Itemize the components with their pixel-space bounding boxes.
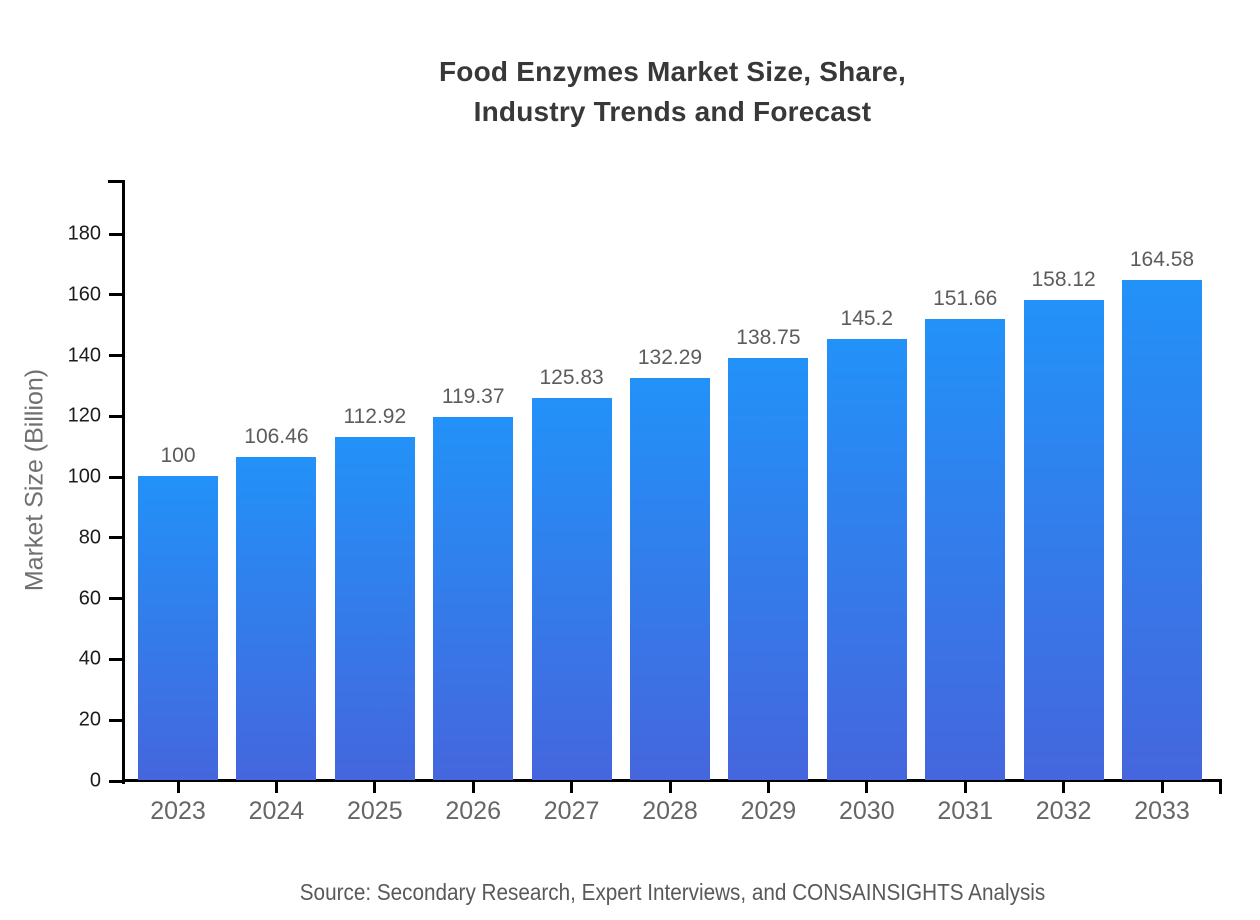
plot-area: 0 20 40 60 80 100 120 140 160 180 100 2023 106.46 202… — [68, 180, 1222, 825]
x-tick-label: 2032 — [1035, 797, 1092, 825]
x-tick-label: 2025 — [346, 797, 403, 825]
x-tick — [373, 781, 377, 793]
x-axis-line — [122, 779, 1222, 782]
x-axis-end-cap — [1219, 781, 1222, 794]
bar-2024 — [236, 456, 317, 780]
bar-value-label: 125.83 — [539, 365, 604, 389]
x-tick — [766, 781, 770, 793]
bar-2032 — [1023, 299, 1104, 780]
bar-value-label: 132.29 — [637, 346, 703, 370]
bar-2030 — [826, 338, 907, 780]
y-tick — [109, 718, 122, 722]
bar-value-label: 151.66 — [933, 287, 998, 311]
y-tick — [109, 293, 122, 297]
bar-2029 — [728, 358, 809, 780]
bar-2023 — [138, 476, 218, 780]
bar-value-label: 164.58 — [1129, 247, 1195, 271]
x-tick-label: 2028 — [642, 797, 698, 825]
chart-title: Food Enzymes Market Size, Share, Industr… — [439, 56, 906, 127]
x-tick — [668, 781, 672, 793]
bar-value-label: 158.12 — [1031, 267, 1096, 291]
x-tick — [274, 781, 278, 793]
x-tick — [471, 781, 475, 793]
bar-value-label: 100 — [160, 444, 196, 468]
y-axis-line — [122, 180, 125, 784]
x-tick-label: 2026 — [445, 797, 501, 825]
x-tick-label: 2029 — [740, 797, 797, 825]
y-tick-label: 80 — [78, 526, 101, 549]
x-tick — [1160, 781, 1164, 793]
bar-value-label: 138.75 — [736, 326, 801, 350]
x-tick — [176, 781, 180, 793]
y-tick-label: 160 — [67, 283, 101, 306]
x-tick-label: 2027 — [543, 797, 600, 825]
y-tick — [109, 779, 122, 783]
y-tick — [109, 414, 122, 418]
y-tick-label: 140 — [67, 344, 101, 367]
x-tick — [963, 781, 967, 793]
y-tick — [109, 475, 122, 479]
y-tick-label: 0 — [89, 769, 101, 792]
bar-value-label: 106.46 — [244, 424, 309, 448]
y-tick-label: 60 — [78, 587, 101, 610]
x-tick-label: 2023 — [150, 797, 206, 825]
bar-value-label: 119.37 — [441, 385, 505, 409]
y-axis-top-cap — [108, 180, 125, 183]
y-tick-label: 40 — [78, 647, 101, 670]
bar-2025 — [334, 436, 415, 780]
y-tick — [109, 232, 122, 236]
y-tick — [109, 657, 122, 661]
y-tick-label: 100 — [67, 465, 101, 488]
x-tick — [1062, 781, 1066, 793]
bar-value-label: 112.92 — [343, 404, 407, 428]
x-tick — [865, 781, 869, 793]
y-tick-label: 20 — [78, 708, 101, 731]
x-tick-label: 2030 — [838, 797, 895, 825]
bar-2028 — [630, 378, 710, 780]
x-tick — [570, 781, 574, 793]
y-tick — [109, 354, 122, 358]
source-text: Source: Secondary Research, Expert Inter… — [299, 879, 1046, 905]
x-tick-label: 2024 — [248, 797, 305, 825]
bar-2031 — [925, 319, 1006, 780]
bar-2026 — [433, 417, 514, 780]
y-tick — [109, 536, 122, 540]
x-tick-label: 2031 — [937, 797, 993, 825]
y-tick — [109, 597, 122, 601]
bar-value-label: 145.2 — [840, 306, 894, 330]
bar-2033 — [1122, 279, 1202, 780]
y-tick-label: 180 — [67, 222, 101, 245]
x-tick-label: 2033 — [1134, 797, 1190, 825]
bar-2027 — [531, 397, 612, 780]
y-tick-label: 120 — [67, 404, 101, 427]
y-axis-title: Market Size (Billion) — [20, 368, 49, 592]
